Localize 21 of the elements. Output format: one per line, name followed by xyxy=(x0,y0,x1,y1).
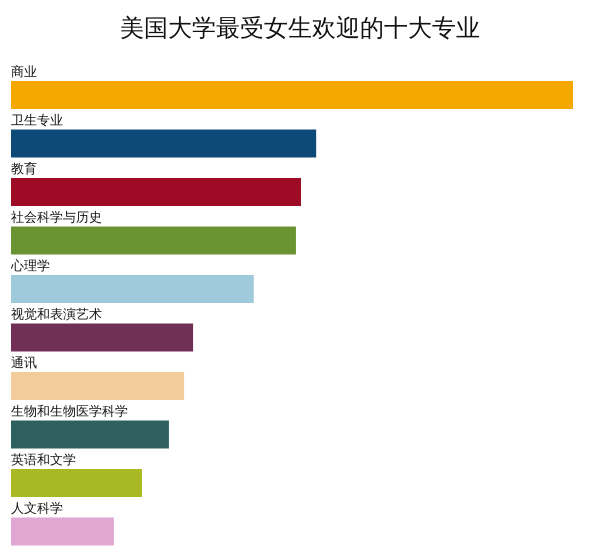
bar xyxy=(11,469,142,497)
y-tick-label: 生物和生物医学科学 xyxy=(11,404,128,420)
bar xyxy=(11,324,194,352)
y-tick-label: 英语和文学 xyxy=(11,453,76,468)
bar xyxy=(11,275,254,303)
y-tick-label: 心理学 xyxy=(10,258,50,274)
bar xyxy=(11,81,573,109)
bar xyxy=(11,420,169,448)
bar xyxy=(11,226,296,254)
y-tick-label: 教育 xyxy=(11,161,37,177)
y-tick-label: 卫生专业 xyxy=(11,114,63,128)
chart-title: 美国大学最受女生欢迎的十大专业 xyxy=(120,14,480,42)
y-tick-label: 社会科学与历史 xyxy=(11,210,102,226)
bar xyxy=(11,130,316,158)
y-tick-label: 商业 xyxy=(11,65,37,80)
y-tick-label: 人文科学 xyxy=(11,502,63,516)
y-tick-label: 视觉和表演艺术 xyxy=(11,308,102,322)
bar xyxy=(11,372,184,400)
y-tick-label: 通讯 xyxy=(11,356,37,371)
bar xyxy=(11,178,301,206)
bar xyxy=(11,518,114,546)
